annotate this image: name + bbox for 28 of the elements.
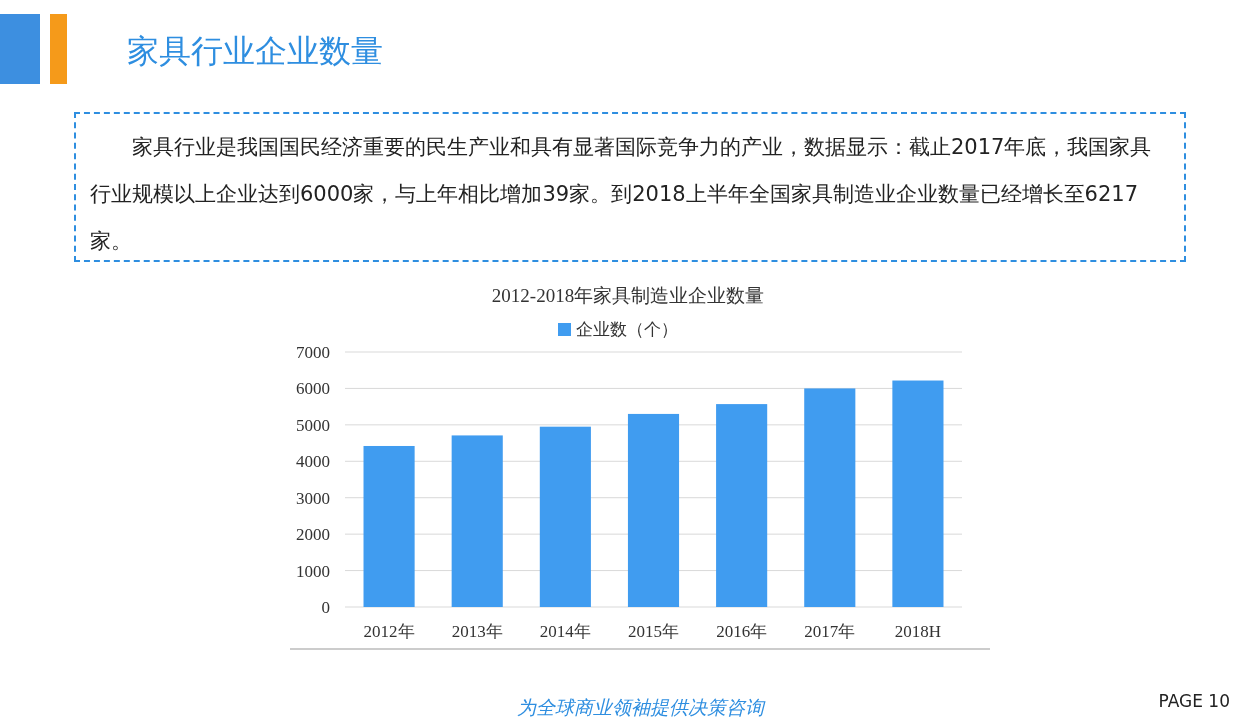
x-tick-label: 2017年 [804,622,856,641]
bar [539,426,591,607]
text: PAGE 10 [1158,691,1230,711]
text: 家具行业是我国国民经济重要的民生产业和具有显著国际竞争力的产业，数据显示：截止2017年底，我国家具行业规模以上企业达到6000家，与上年相比增加39家。到2018上半年全国家具制造业企业数量已经增长至6217家。 [74,112,1186,262]
bar [804,388,856,607]
bar [451,435,503,607]
y-tick-label: 3000 [296,488,330,508]
y-tick-label: 0 [321,598,330,617]
x-tick-label: 2015年 [628,622,679,641]
y-tick-label: 6000 [296,379,330,399]
x-tick-label: 2018H [894,622,942,641]
y-tick-label: 5000 [296,415,330,435]
x-tick-label: 2016年 [716,622,768,641]
bar [627,413,680,607]
x-tick-label: 2014年 [539,622,591,641]
x-tick-label: 2013年 [451,622,503,641]
y-tick-label: 4000 [296,452,330,472]
y-tick-label: 7000 [296,343,330,362]
bar [363,445,415,607]
bar [716,404,768,607]
bar [892,380,944,607]
chart-subtitle: 2012-2018年家具制造业企业数量 [491,285,765,306]
text: 为全球商业领袖提供决策咨询 [516,696,766,718]
y-tick-label: 1000 [296,561,330,581]
x-tick-label: 2012年 [363,622,415,641]
chart-title: 家具行业企业数量 [127,32,383,70]
legend-label: 企业数（个） [576,319,678,339]
y-tick-label: 2000 [296,525,330,545]
